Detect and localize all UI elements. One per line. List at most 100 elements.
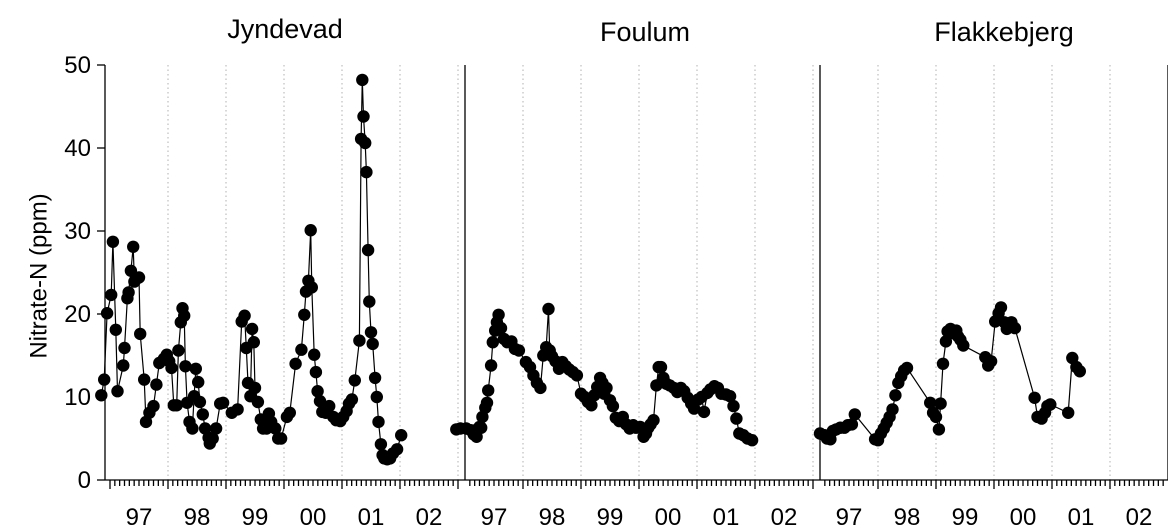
data-point xyxy=(323,399,336,413)
data-point xyxy=(170,399,183,412)
data-point xyxy=(900,361,914,375)
data-point xyxy=(486,336,499,349)
x-tick-label: 00 xyxy=(655,504,682,529)
x-tick-label: 01 xyxy=(713,504,740,529)
data-point xyxy=(178,309,191,322)
data-point xyxy=(193,395,207,409)
data-point xyxy=(929,410,943,424)
x-tick-label: 99 xyxy=(242,504,269,529)
data-point xyxy=(245,322,259,336)
data-point xyxy=(585,399,598,412)
data-point xyxy=(484,359,498,372)
data-point xyxy=(886,403,899,416)
data-point xyxy=(395,429,408,442)
data-point xyxy=(251,395,265,409)
data-point xyxy=(165,361,178,375)
data-point xyxy=(994,301,1008,314)
x-tick-label: 02 xyxy=(416,504,443,529)
data-point xyxy=(1062,406,1075,419)
data-point xyxy=(984,355,998,368)
data-point xyxy=(1044,398,1057,411)
data-point xyxy=(1008,321,1022,335)
x-tick-label: 97 xyxy=(126,504,153,529)
data-point xyxy=(494,321,508,335)
panel-title-jyndevad: Jyndevad xyxy=(227,14,343,44)
data-point xyxy=(147,399,160,413)
data-point xyxy=(118,341,131,355)
data-point xyxy=(934,397,947,410)
data-point xyxy=(138,373,151,386)
y-tick-label: 30 xyxy=(64,218,91,245)
data-point xyxy=(231,403,244,416)
data-point xyxy=(654,360,668,374)
data-point xyxy=(186,422,199,435)
data-point xyxy=(600,381,613,395)
data-point xyxy=(647,414,660,427)
data-point xyxy=(117,359,130,372)
y-axis-title: Nitrate-N (ppm) xyxy=(25,193,52,358)
data-point xyxy=(100,307,114,320)
data-point xyxy=(357,110,370,123)
data-point xyxy=(305,281,318,294)
data-point xyxy=(206,432,219,445)
data-point xyxy=(370,390,383,404)
data-point xyxy=(295,343,308,356)
data-point xyxy=(348,374,361,387)
data-point xyxy=(111,385,124,398)
data-point xyxy=(480,396,494,409)
data-point xyxy=(309,365,323,379)
y-tick-label: 0 xyxy=(78,467,91,494)
data-point xyxy=(313,394,327,408)
data-point xyxy=(390,443,404,456)
panels: 97 98 99 00 01 02 97 98 99 00 01 02 97 98 99 00 01 02 xyxy=(95,65,1168,529)
data-point xyxy=(848,408,861,421)
panel-foulum: 97 98 99 00 01 02 xyxy=(450,65,821,529)
data-point xyxy=(134,327,147,341)
data-point xyxy=(298,308,311,321)
y-tick-label: 20 xyxy=(64,301,91,328)
data-point xyxy=(932,423,946,436)
y-tick-label: 40 xyxy=(64,135,91,162)
data-point xyxy=(727,399,740,413)
data-point xyxy=(361,243,375,257)
data-point xyxy=(308,348,321,361)
x-tick-label: 99 xyxy=(952,504,979,529)
data-point xyxy=(374,438,388,451)
x-tick-label: 02 xyxy=(1126,504,1153,529)
data-point xyxy=(534,381,547,395)
data-point xyxy=(196,408,209,421)
data-point xyxy=(311,385,324,398)
x-tick-label: 97 xyxy=(836,504,863,529)
data-point xyxy=(359,136,372,150)
data-point xyxy=(179,360,192,373)
panel-title-flakkebjerg: Flakkebjerg xyxy=(934,17,1074,47)
data-point xyxy=(106,235,120,248)
data-point xyxy=(475,421,488,434)
data-point xyxy=(745,434,759,447)
data-point xyxy=(1073,365,1087,378)
data-point xyxy=(889,389,902,402)
y-tick-label: 50 xyxy=(64,52,91,79)
data-point xyxy=(105,288,118,302)
data-point xyxy=(289,357,302,370)
data-point xyxy=(304,224,317,237)
data-point xyxy=(356,73,369,87)
data-point xyxy=(95,389,108,402)
data-point xyxy=(109,323,123,336)
x-tick-label: 01 xyxy=(1068,504,1095,529)
data-point xyxy=(238,309,251,322)
data-point xyxy=(936,357,950,370)
data-point xyxy=(192,375,205,389)
data-point xyxy=(723,390,737,403)
data-point xyxy=(283,406,296,419)
data-point xyxy=(363,295,376,308)
panel-titles: Jyndevad Foulum Flakkebjerg xyxy=(227,14,1074,47)
data-point xyxy=(366,337,379,351)
x-tick-label: 97 xyxy=(481,504,508,529)
data-point xyxy=(353,334,366,347)
data-point xyxy=(172,344,185,357)
data-point xyxy=(150,378,163,391)
data-point xyxy=(924,396,937,409)
data-point xyxy=(216,396,230,409)
data-point xyxy=(247,336,260,349)
